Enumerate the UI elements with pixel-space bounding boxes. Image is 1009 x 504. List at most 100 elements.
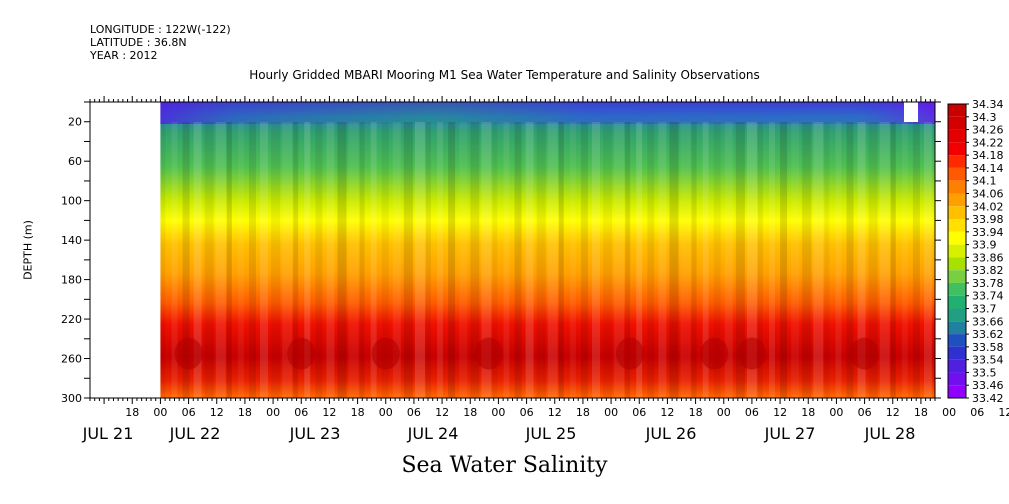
x-tick-label: 18	[801, 406, 815, 419]
x-axis: 18 00 06 12 18 00 06 12 18 00 06 12 18 00 06 12 18 00 06 12…	[82, 96, 1009, 443]
colorbar-label: 34.18	[972, 149, 1004, 162]
colorbar-swatch	[948, 155, 966, 168]
colorbar-label: 33.58	[972, 341, 1004, 354]
x-axis-label: Sea Water Salinity	[401, 453, 608, 478]
colorbar-swatch	[948, 116, 966, 130]
field-texture	[713, 122, 721, 398]
colorbar-label: 33.54	[972, 354, 1004, 367]
field-texture	[437, 122, 444, 398]
surface-layer	[160, 102, 935, 124]
field-texture	[403, 122, 413, 398]
field-texture	[392, 122, 401, 398]
field-texture	[735, 122, 745, 398]
field-texture	[868, 122, 878, 398]
x-tick-label: 18	[238, 406, 252, 419]
field-texture	[425, 122, 431, 398]
x-tick-label: 12	[773, 406, 787, 419]
field-texture	[481, 122, 492, 398]
x-tick-label: 18	[914, 406, 928, 419]
x-date-label: JUL 24	[407, 424, 459, 443]
salinity-core	[371, 337, 400, 370]
field-texture	[769, 122, 776, 398]
field-texture	[359, 122, 365, 398]
field-texture	[835, 122, 842, 398]
x-date-label: JUL 28	[864, 424, 916, 443]
x-tick-label: 00	[829, 406, 843, 419]
x-tick-label: 18	[463, 406, 477, 419]
salinity-core	[475, 337, 504, 370]
field-texture	[724, 122, 733, 398]
x-tick-label: 18	[351, 406, 365, 419]
field-texture	[470, 122, 480, 398]
colorbar-label: 34.26	[972, 124, 1004, 137]
field-texture	[636, 122, 643, 398]
salinity-core	[737, 337, 766, 370]
field-texture	[337, 122, 347, 398]
colorbar-swatch	[948, 270, 966, 283]
x-tick-label: 00	[379, 406, 393, 419]
colorbar-frame	[947, 103, 967, 399]
field-texture	[304, 122, 311, 398]
x-tick-label: 18	[689, 406, 703, 419]
field-texture	[658, 122, 667, 398]
y-tick-label: 20	[68, 116, 82, 129]
colorbar-label: 33.46	[972, 379, 1004, 392]
field-texture	[558, 122, 564, 398]
colorbar-swatch	[948, 346, 966, 360]
field-texture	[603, 122, 613, 398]
salinity-core	[850, 337, 879, 370]
longitude-label: LONGITUDE : 122W(-122)	[90, 23, 231, 36]
x-date-label: JUL 21	[82, 424, 134, 443]
x-tick-label: 06	[407, 406, 421, 419]
field-texture	[901, 122, 908, 398]
colorbar-swatch	[948, 104, 966, 117]
colorbar-label: 34.06	[972, 187, 1004, 200]
field-texture	[204, 122, 214, 398]
field-texture	[647, 122, 655, 398]
x-tick-label: 12	[435, 406, 449, 419]
y-tick-label: 180	[61, 274, 82, 287]
colorbar-swatch	[948, 257, 966, 271]
x-tick-label: 06	[294, 406, 308, 419]
colorbar-swatch	[948, 244, 966, 258]
y-tick-label: 60	[68, 155, 82, 168]
y-axis-label: DEPTH (m)	[21, 220, 35, 280]
field-texture	[669, 122, 679, 398]
x-date-label: JUL 23	[289, 424, 341, 443]
colorbar-label: 33.7	[972, 303, 997, 316]
colorbar-label: 33.82	[972, 264, 1004, 277]
y-tick-label: 220	[61, 313, 82, 326]
y-axis: 20 60 100 140 180 220 260 300	[61, 101, 941, 405]
field-texture	[591, 122, 600, 398]
colorbar-swatch	[948, 282, 966, 296]
colorbar-swatch	[948, 385, 966, 398]
field-texture	[193, 122, 202, 398]
field-texture	[923, 122, 932, 398]
colorbar-label: 33.86	[972, 251, 1004, 264]
colorbar-label: 33.66	[972, 315, 1004, 328]
x-tick-label: 12	[886, 406, 900, 419]
colorbar-label: 34.02	[972, 200, 1004, 213]
x-tick-label: 06	[858, 406, 872, 419]
colorbar-label: 34.1	[972, 175, 997, 188]
x-date-label: JUL 26	[645, 424, 697, 443]
field-texture	[282, 122, 293, 398]
colorbar-swatch	[948, 167, 966, 181]
x-tick-label: 06	[520, 406, 534, 419]
field-texture	[414, 122, 425, 398]
field-texture	[260, 122, 269, 398]
field-texture	[226, 122, 232, 398]
x-tick-label: 06	[745, 406, 759, 419]
missing-data	[904, 102, 918, 122]
field-texture	[160, 122, 166, 398]
colorbar-swatch	[948, 308, 966, 322]
field-texture	[459, 122, 468, 398]
colorbar-swatch	[948, 142, 966, 156]
salinity-core	[174, 337, 203, 370]
x-tick-label: 00	[717, 406, 731, 419]
field-texture	[614, 122, 625, 398]
chart-title: Hourly Gridded MBARI Mooring M1 Sea Wate…	[249, 68, 760, 82]
x-date-label: JUL 27	[764, 424, 816, 443]
colorbar-swatch	[948, 129, 966, 143]
x-tick-label: 06	[632, 406, 646, 419]
